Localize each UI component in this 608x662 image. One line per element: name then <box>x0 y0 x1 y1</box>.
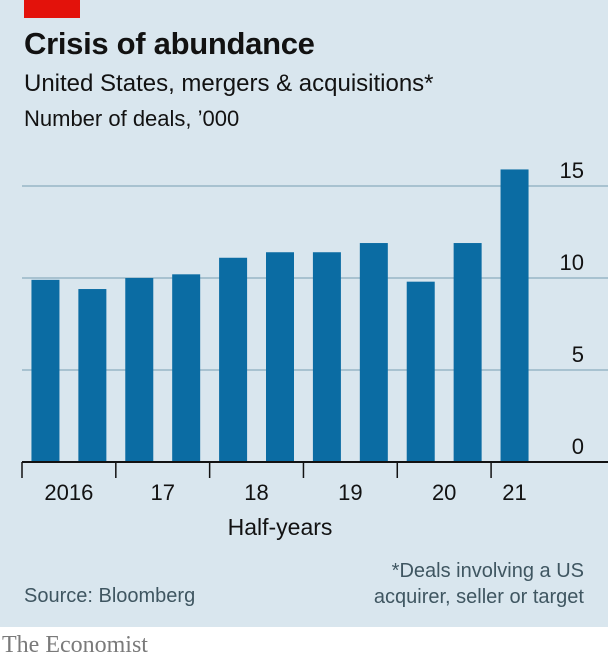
chart-subtitle: United States, mergers & acquisitions* <box>24 70 434 97</box>
bar-2021-h1 <box>500 169 529 462</box>
bar-2020-h1 <box>406 281 435 462</box>
bar-2018-h2 <box>266 252 294 462</box>
bar-chart: 0 5 10 15 2016 17 18 19 20 21 <box>21 158 608 505</box>
footnote: *Deals involving a US acquirer, seller o… <box>374 558 584 610</box>
y-tick-label-5: 5 <box>572 342 584 367</box>
x-tick-label-17: 17 <box>150 480 174 505</box>
bar-2019-h1 <box>312 252 341 462</box>
footnote-line-1: *Deals involving a US <box>391 560 584 582</box>
publisher-logo: The Economist <box>2 632 148 658</box>
bar-2019-h2 <box>359 243 388 462</box>
footnote-line-2: acquirer, seller or target <box>373 586 584 608</box>
chart-title: Crisis of abundance <box>24 26 315 61</box>
y-tick-label-10: 10 <box>560 250 584 275</box>
y-tick-label-0: 0 <box>572 434 584 459</box>
bar-2017-h1 <box>125 278 154 462</box>
bar-2017-h2 <box>172 274 201 462</box>
bar-2020-h2 <box>453 243 482 462</box>
x-tick-label-21: 21 <box>502 480 526 505</box>
source-note: Source: Bloomberg <box>24 585 196 607</box>
x-axis-label: Half-years <box>227 514 333 540</box>
brand-red-tag <box>24 0 80 18</box>
x-tick-label-2016: 2016 <box>44 480 93 505</box>
y-tick-label-15: 15 <box>560 158 584 183</box>
chart-units-label: Number of deals, ’000 <box>24 106 240 131</box>
x-tick-label-18: 18 <box>244 480 268 505</box>
bar-2016-h2 <box>78 289 107 462</box>
x-tick-label-20: 20 <box>432 480 456 505</box>
bar-2018-h1 <box>219 257 248 462</box>
bar-2016-h1 <box>31 279 60 462</box>
x-tick-label-19: 19 <box>338 480 362 505</box>
